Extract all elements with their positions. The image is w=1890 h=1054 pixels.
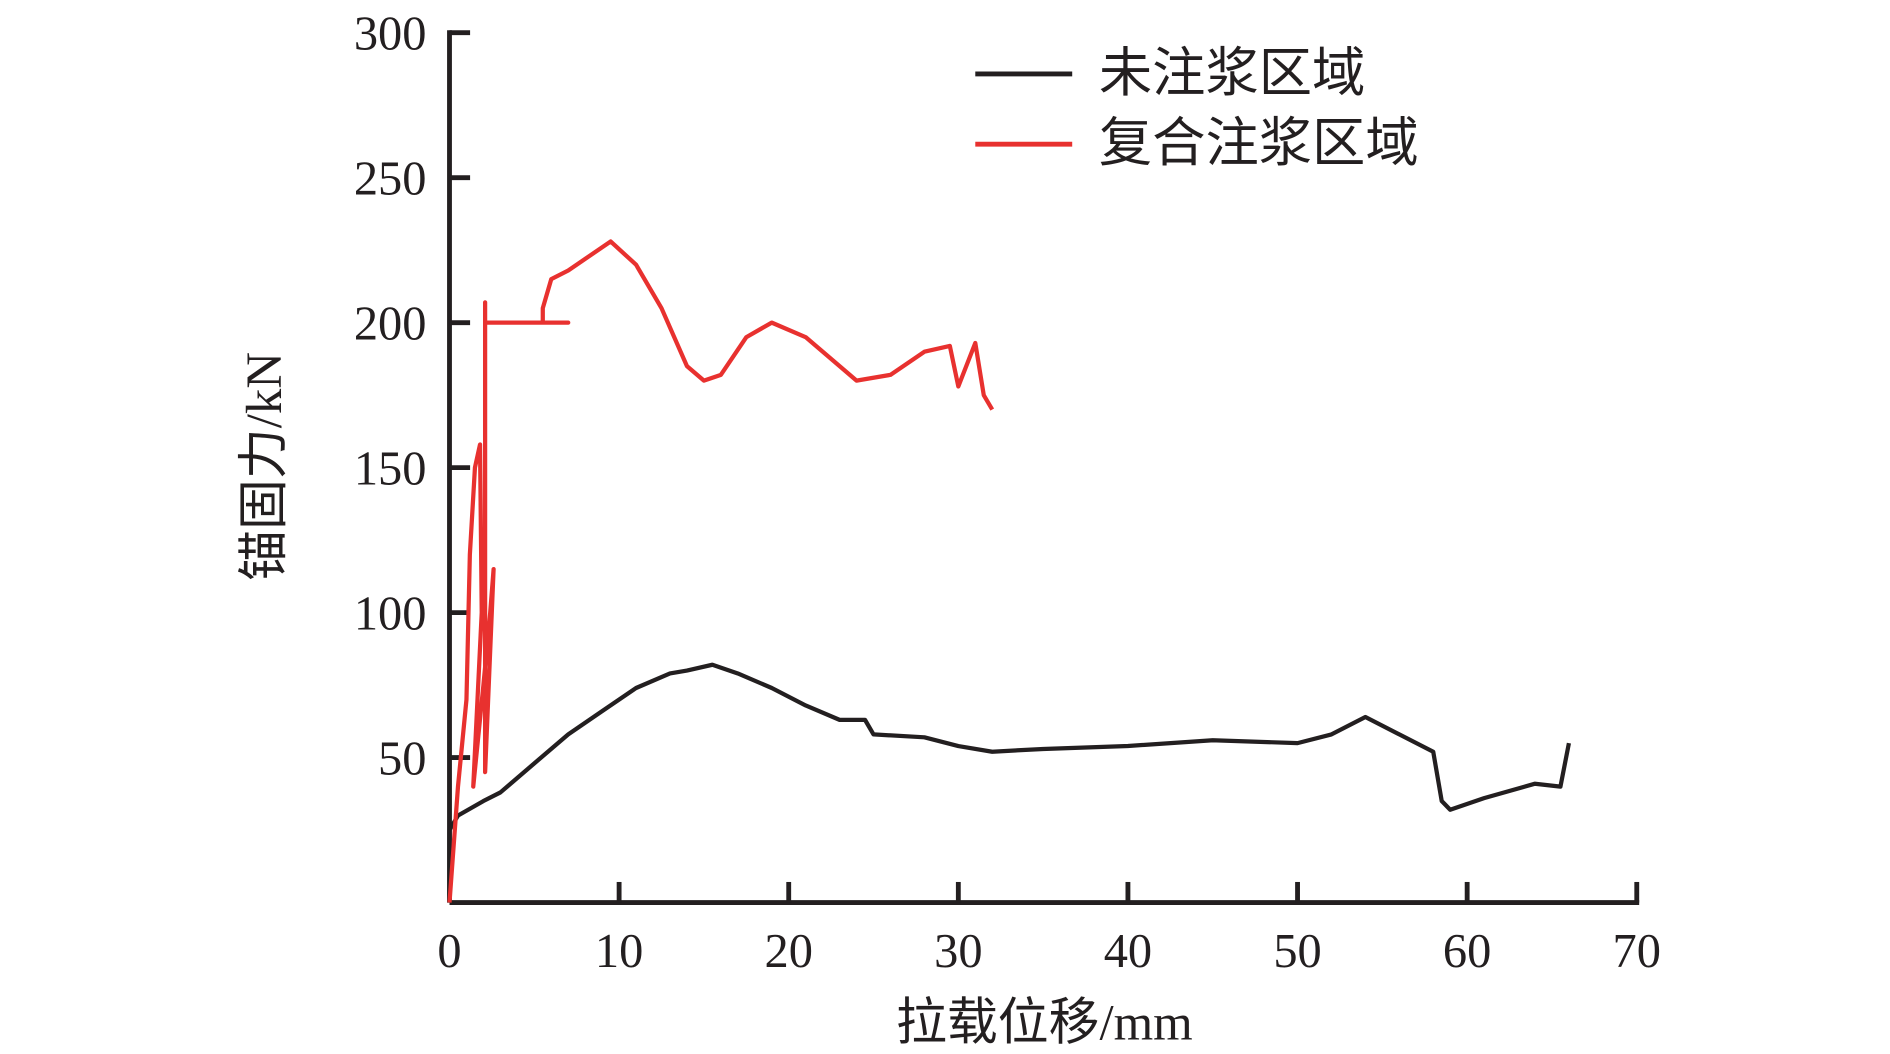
x-tick-label: 20 <box>764 925 812 978</box>
x-tick-label: 70 <box>1613 925 1661 978</box>
y-tick-label: 300 <box>354 8 427 61</box>
y-tick-label: 50 <box>378 733 426 786</box>
axes <box>447 30 1640 905</box>
series-line-composite <box>447 239 995 903</box>
legend-label-composite: 复合注浆区域 <box>1099 114 1419 173</box>
x-tick-label: 40 <box>1104 925 1152 978</box>
x-tick-label: 0 <box>437 925 461 978</box>
x-tick-label: 50 <box>1273 925 1321 978</box>
y-tick-label: 200 <box>354 298 427 351</box>
legend-label-untreated: 未注浆区域 <box>1099 44 1365 103</box>
y-tick-label: 150 <box>354 443 427 496</box>
legend: 未注浆区域 复合注浆区域 <box>975 44 1419 173</box>
x-axis-label: 拉载位移/mm <box>896 995 1193 1051</box>
x-tick-label: 10 <box>595 925 643 978</box>
y-tick-label: 250 <box>354 153 427 206</box>
y-tick-label: 100 <box>354 588 427 641</box>
x-tick-label: 30 <box>934 925 982 978</box>
y-axis-label: 锚固力/kN <box>237 352 293 581</box>
x-tick-label: 60 <box>1443 925 1491 978</box>
series-line-untreated <box>447 662 1572 903</box>
